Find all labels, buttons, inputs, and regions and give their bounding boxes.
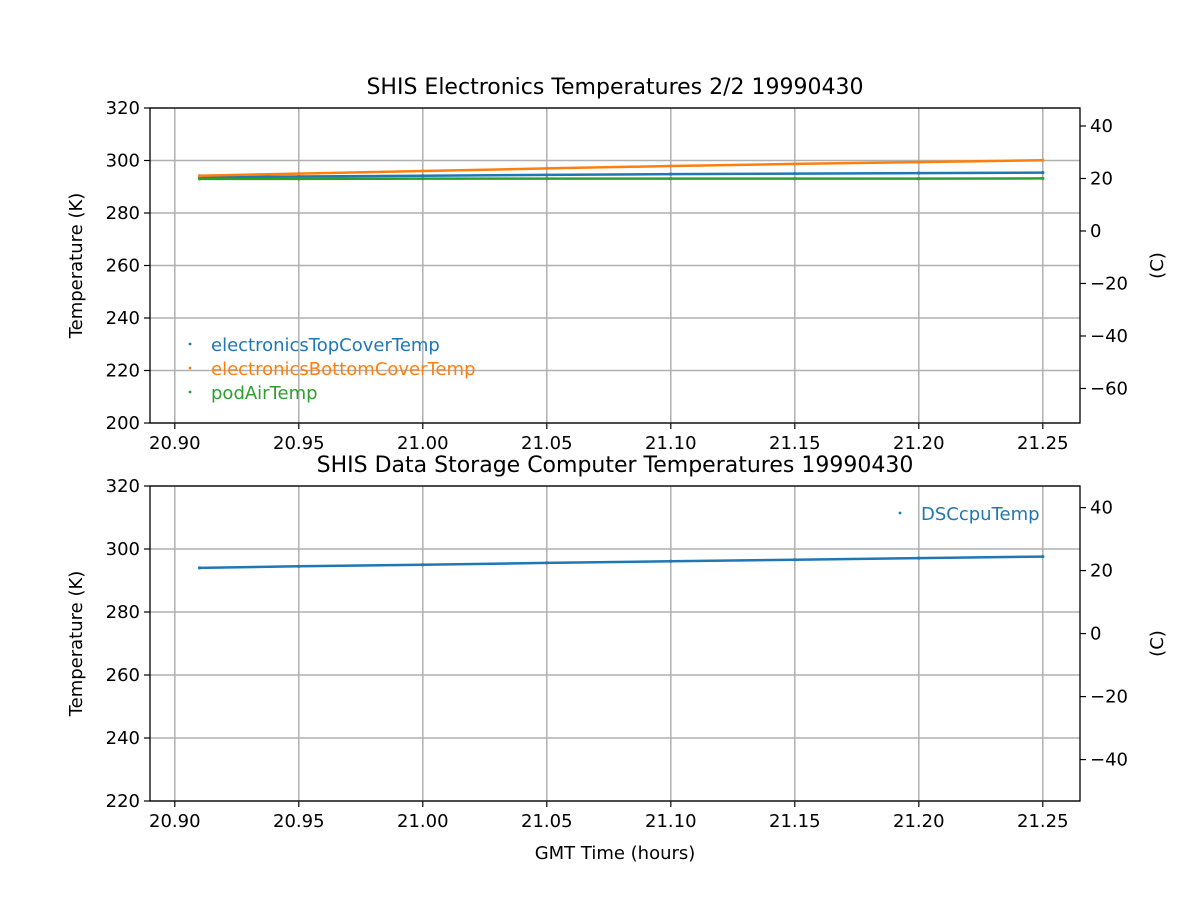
axes-frame bbox=[149, 107, 1081, 424]
data-point bbox=[1041, 176, 1045, 180]
x-tick-label: 21.15 bbox=[769, 433, 821, 454]
legend-marker bbox=[188, 342, 192, 346]
data-point bbox=[421, 174, 425, 178]
y2-tick-label: 20 bbox=[1090, 561, 1113, 582]
y-tick-label: 300 bbox=[106, 151, 140, 172]
data-point bbox=[297, 172, 301, 176]
data-point bbox=[421, 169, 425, 173]
x-tick-label: 21.20 bbox=[893, 433, 945, 454]
x-tick-label: 21.15 bbox=[769, 811, 821, 832]
series-line-podAirTemp bbox=[199, 177, 1043, 181]
y2-tick-label: 40 bbox=[1090, 116, 1113, 137]
chart-title: SHIS Electronics Temperatures 2/2 199904… bbox=[366, 75, 863, 100]
x-tick-label: 21.00 bbox=[397, 811, 449, 832]
y-tick-label: 320 bbox=[106, 476, 140, 497]
legend-marker bbox=[188, 390, 192, 394]
data-point bbox=[297, 177, 301, 181]
data-point bbox=[917, 177, 921, 181]
y-tick-label: 200 bbox=[106, 413, 140, 434]
data-point bbox=[917, 171, 921, 175]
legend-entry: electronicsBottomCoverTemp bbox=[211, 359, 476, 380]
y-tick-label: 260 bbox=[106, 665, 140, 686]
x-tick-label: 20.90 bbox=[149, 433, 201, 454]
data-point bbox=[297, 174, 301, 179]
y2-tick-label: −40 bbox=[1090, 750, 1128, 771]
y2-tick-label: −40 bbox=[1090, 326, 1128, 347]
y2-axis-label: (C) bbox=[1147, 630, 1168, 657]
data-point bbox=[545, 177, 549, 181]
x-tick-label: 21.10 bbox=[645, 433, 697, 454]
data-point bbox=[669, 559, 673, 563]
y-tick-label: 300 bbox=[106, 539, 140, 560]
data-point bbox=[669, 177, 673, 181]
data-point bbox=[1041, 170, 1045, 175]
y-tick-label: 220 bbox=[106, 791, 140, 812]
axes-frame bbox=[149, 485, 1081, 802]
y-tick-label: 240 bbox=[106, 308, 140, 329]
x-tick-label: 21.25 bbox=[1017, 811, 1069, 832]
y2-tick-label: 0 bbox=[1090, 221, 1101, 242]
y-tick-label: 260 bbox=[106, 256, 140, 277]
data-point bbox=[297, 564, 301, 568]
y-tick-label: 280 bbox=[106, 602, 140, 623]
y2-tick-label: −20 bbox=[1090, 687, 1128, 708]
y2-tick-label: 20 bbox=[1090, 168, 1113, 189]
data-point bbox=[545, 166, 549, 170]
x-axis-label: GMT Time (hours) bbox=[535, 843, 696, 864]
data-point bbox=[545, 561, 549, 565]
x-tick-label: 21.00 bbox=[397, 433, 449, 454]
data-point bbox=[1041, 554, 1045, 559]
legend-entry: DSCcpuTemp bbox=[921, 504, 1040, 525]
series-line-electronicsBottomCoverTemp bbox=[199, 158, 1043, 177]
y-tick-label: 220 bbox=[106, 361, 140, 382]
legend-marker bbox=[898, 511, 902, 515]
data-point bbox=[669, 164, 673, 168]
y-tick-label: 240 bbox=[106, 728, 140, 749]
x-tick-label: 20.95 bbox=[273, 433, 325, 454]
data-point bbox=[793, 177, 797, 181]
legend-marker bbox=[188, 366, 192, 370]
data-point bbox=[198, 566, 202, 570]
y-tick-label: 320 bbox=[106, 98, 140, 119]
x-tick-label: 21.05 bbox=[521, 433, 573, 454]
y2-axis-label: (C) bbox=[1147, 252, 1168, 279]
y-axis-label: Temperature (K) bbox=[66, 193, 87, 340]
data-point bbox=[793, 162, 797, 166]
x-tick-label: 21.10 bbox=[645, 811, 697, 832]
x-tick-label: 21.20 bbox=[893, 811, 945, 832]
series-line-DSCcpuTemp bbox=[199, 555, 1043, 570]
plot-area bbox=[150, 486, 1080, 801]
data-point bbox=[421, 563, 425, 567]
y2-tick-label: −20 bbox=[1090, 273, 1128, 294]
chart-panel-1: 20.90 20.95 21.00 21.05 21.10 21.15 21.20 21.25… bbox=[66, 75, 1168, 454]
series-line-electronicsTopCoverTemp bbox=[199, 171, 1043, 179]
legend-entry: podAirTemp bbox=[211, 383, 318, 404]
data-point bbox=[793, 558, 797, 562]
y2-tick-label: −60 bbox=[1090, 378, 1128, 399]
y-axis-label: Temperature (K) bbox=[66, 571, 87, 718]
legend: electronicsTopCoverTemp electronicsBottom… bbox=[188, 335, 476, 404]
chart-title: SHIS Data Storage Computer Temperatures … bbox=[317, 453, 914, 478]
data-point bbox=[198, 177, 202, 181]
x-tick-label: 21.25 bbox=[1017, 433, 1069, 454]
y-tick-label: 280 bbox=[106, 203, 140, 224]
data-point bbox=[421, 177, 425, 181]
data-point bbox=[1041, 158, 1045, 162]
y2-tick-label: 40 bbox=[1090, 498, 1113, 519]
legend-entry: electronicsTopCoverTemp bbox=[211, 335, 440, 356]
x-tick-label: 21.05 bbox=[521, 811, 573, 832]
data-point bbox=[917, 160, 921, 164]
chart-panel-2: 20.90 20.95 21.00 21.05 21.10 21.15 21.20 21.25… bbox=[66, 453, 1168, 864]
data-point bbox=[198, 174, 202, 178]
data-point bbox=[545, 173, 549, 177]
data-point bbox=[917, 556, 921, 560]
y2-tick-label: 0 bbox=[1090, 624, 1101, 645]
x-tick-label: 20.95 bbox=[273, 811, 325, 832]
x-tick-label: 20.90 bbox=[149, 811, 201, 832]
data-point bbox=[669, 172, 673, 176]
data-point bbox=[793, 172, 797, 176]
legend: DSCcpuTemp bbox=[898, 504, 1040, 525]
